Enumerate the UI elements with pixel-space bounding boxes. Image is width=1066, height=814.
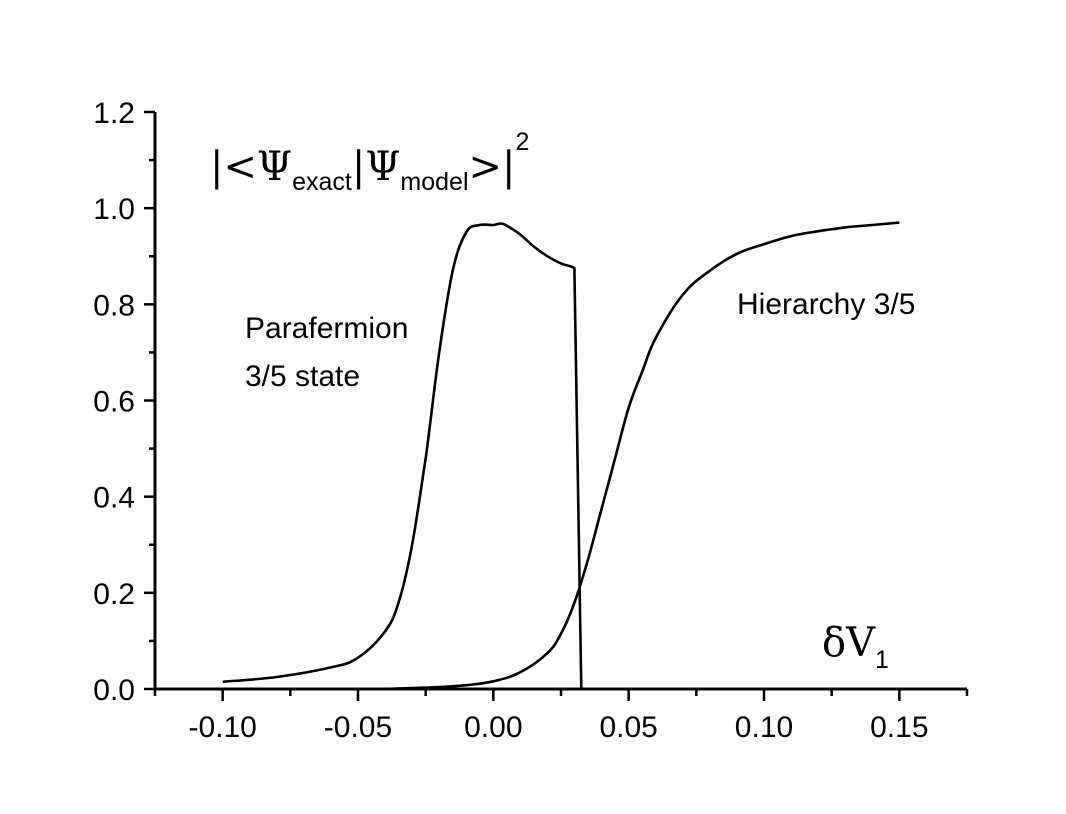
- x-tick-label: 0.15: [870, 711, 928, 744]
- svg-text:δV1: δV1: [822, 620, 889, 674]
- series-layer: [222, 221, 900, 691]
- y-axis-label: |<Ψexact|Ψmodel>|2: [210, 128, 529, 196]
- ylabel-mid: |Ψ: [352, 144, 401, 190]
- x-axis-label: δV1: [822, 620, 889, 674]
- ylabel-sup: 2: [516, 128, 530, 156]
- parafermion-label-line1: Parafermion: [245, 312, 408, 345]
- series-line-1: [222, 222, 583, 690]
- x-tick-label: 0.00: [464, 711, 522, 744]
- ylabel-close: >|: [469, 144, 516, 190]
- y-tick-label: 1.2: [93, 97, 135, 130]
- xlabel-sub: 1: [875, 646, 889, 674]
- hierarchy-label: Hierarchy 3/5: [737, 288, 915, 321]
- y-tick-label: 0.6: [93, 386, 135, 419]
- axes: [153, 112, 967, 691]
- ylabel-sub-model: model: [400, 168, 468, 196]
- x-tick-label: 0.05: [599, 711, 657, 744]
- y-tick-label: 0.2: [93, 578, 135, 611]
- y-tick-label: 0.8: [93, 289, 135, 322]
- parafermion-label-line2: 3/5 state: [245, 360, 360, 393]
- y-tick-label: 0.0: [93, 674, 135, 707]
- svg-text:|<Ψexact|Ψmodel>|2: |<Ψexact|Ψmodel>|2: [210, 128, 529, 196]
- series-line-2: [385, 221, 900, 691]
- xlabel-main: δV: [822, 620, 876, 666]
- y-tick-label: 1.0: [93, 193, 135, 226]
- y-tick-label: 0.4: [93, 482, 135, 515]
- x-tick-label: -0.05: [324, 711, 392, 744]
- x-tick-label: -0.10: [188, 711, 256, 744]
- ylabel-sub-exact: exact: [292, 168, 352, 196]
- ylabel-open: |<Ψ: [210, 144, 292, 190]
- x-tick-label: 0.10: [735, 711, 793, 744]
- ticks: -0.10 -0.05 0.00 0.05 0.10 0.15 0.0 0.2 0.4 0.6 0.…: [93, 97, 969, 744]
